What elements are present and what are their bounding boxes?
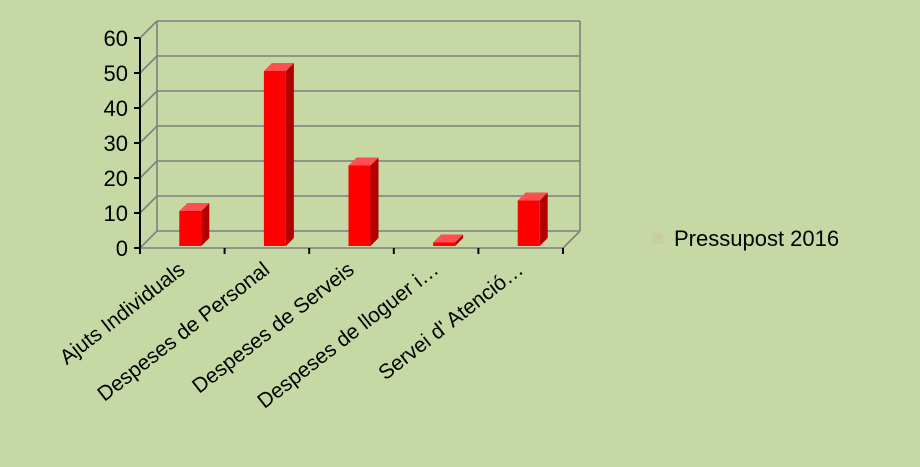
y-tick-label: 60 <box>104 26 128 51</box>
bar-layer <box>179 63 548 246</box>
bar <box>179 203 210 246</box>
floor-right-edge <box>562 230 581 249</box>
y-tick-label: 40 <box>104 96 128 121</box>
bar-top <box>433 234 464 243</box>
gridline-depth <box>139 90 158 109</box>
y-tick-label: 0 <box>116 236 128 261</box>
bar-side <box>285 63 294 246</box>
bar-side <box>370 157 379 246</box>
bar-top <box>179 203 210 211</box>
gridline-depth <box>139 195 158 214</box>
gridline-depth <box>139 20 158 39</box>
gridline-depth <box>139 55 158 74</box>
bar-front <box>433 242 456 246</box>
bar-top <box>517 192 548 201</box>
bar <box>263 63 294 246</box>
bar-side <box>539 192 548 246</box>
legend-marker <box>652 233 663 244</box>
bar-front <box>263 71 286 246</box>
x-tick-label: Despeses de Serveis <box>188 258 359 398</box>
y-tick-label: 10 <box>104 201 128 226</box>
bar-front <box>348 165 371 246</box>
y-tick-label: 20 <box>104 166 128 191</box>
bar-top <box>348 157 379 166</box>
bar-front <box>517 200 540 246</box>
bar-front <box>179 211 202 246</box>
y-tick-label: 30 <box>104 131 128 156</box>
gridline-depth <box>139 125 158 144</box>
axis-layer <box>134 37 581 254</box>
x-tick-label: Servei d' Atenció… <box>374 258 527 385</box>
bar-side <box>201 203 210 246</box>
bar-top <box>263 63 294 71</box>
bar <box>517 192 548 246</box>
legend-label: Pressupost 2016 <box>674 226 839 251</box>
bar <box>348 157 379 246</box>
bar-side <box>455 234 464 246</box>
bar <box>433 234 464 246</box>
gridline-depth <box>139 160 158 179</box>
y-tick-label: 50 <box>104 61 128 86</box>
legend: Pressupost 2016 <box>652 226 839 251</box>
gridline-depth <box>139 230 158 249</box>
